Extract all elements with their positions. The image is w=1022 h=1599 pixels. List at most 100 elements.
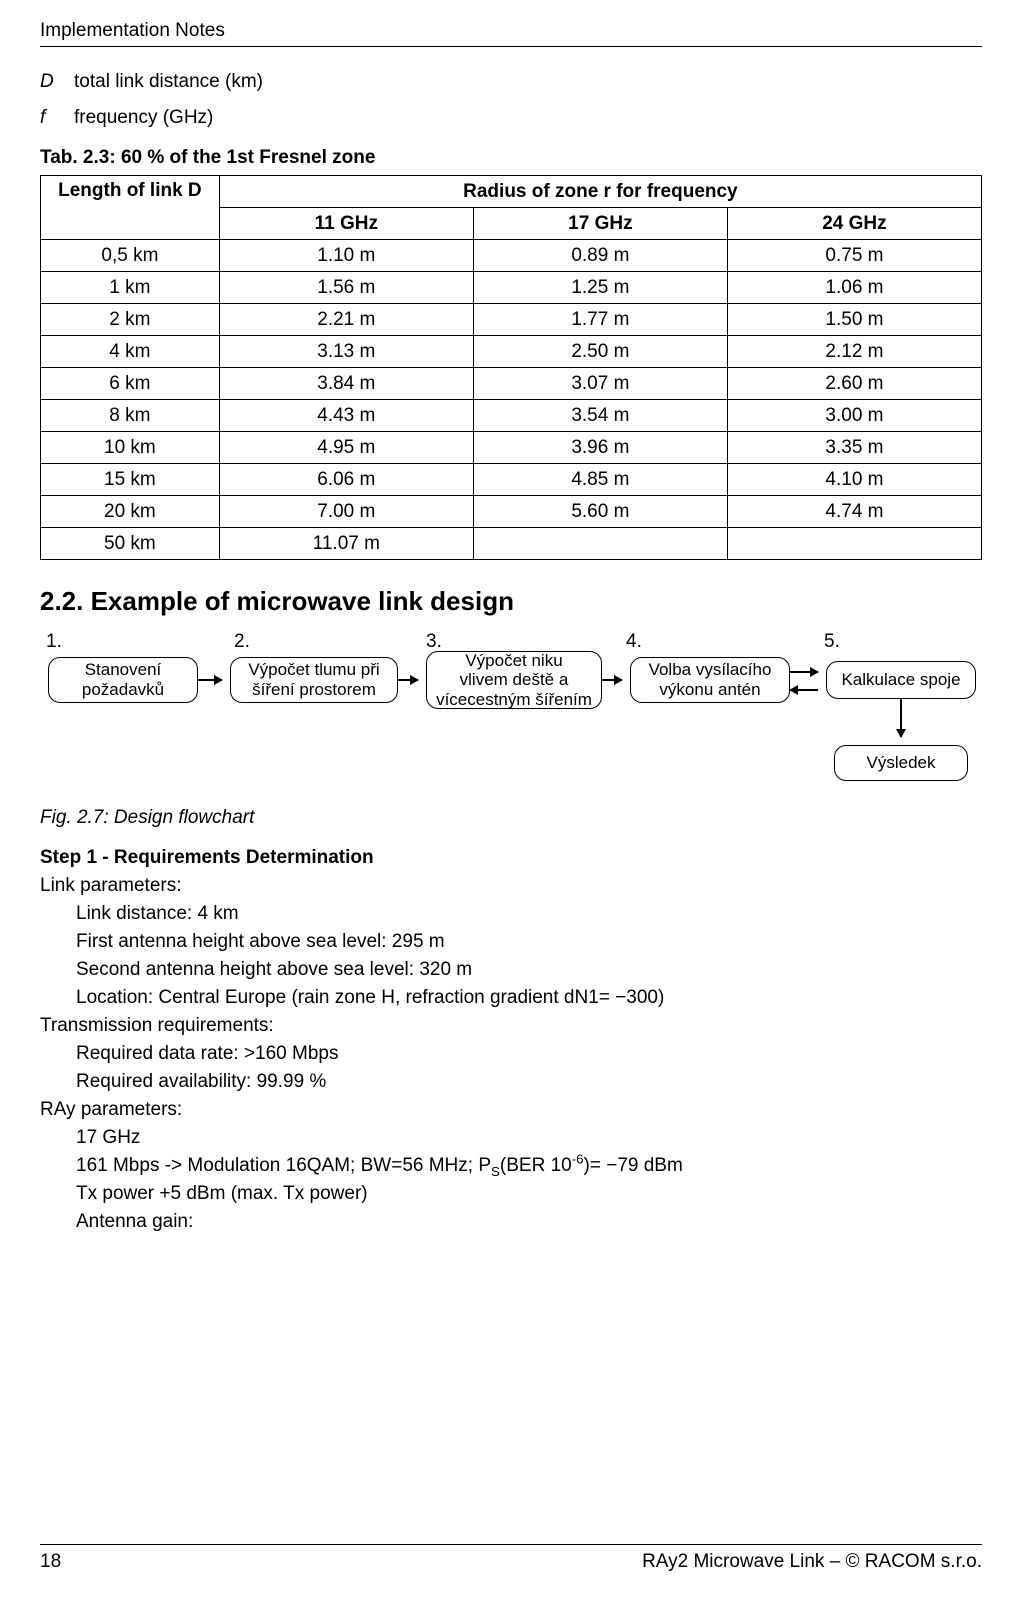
table-cell-value: 3.54 m bbox=[473, 400, 727, 432]
table-header-radius: Radius of zone r for frequency bbox=[219, 176, 981, 208]
table-caption: Tab. 2.3: 60 % of the 1st Fresnel zone bbox=[40, 147, 982, 169]
link-param-item: Location: Central Europe (rain zone H, r… bbox=[40, 987, 982, 1009]
table-cell-value: 2.60 m bbox=[727, 368, 981, 400]
table-cell-distance: 15 km bbox=[41, 464, 220, 496]
flowchart-node: Stanovenípožadavků bbox=[48, 657, 198, 703]
table-cell-value: 0.89 m bbox=[473, 240, 727, 272]
table-row: 10 km4.95 m3.96 m3.35 m bbox=[41, 432, 982, 464]
table-cell-value: 1.77 m bbox=[473, 304, 727, 336]
ray-param-item: Tx power +5 dBm (max. Tx power) bbox=[40, 1183, 982, 1205]
table-cell-distance: 10 km bbox=[41, 432, 220, 464]
tx-req-item: Required availability: 99.99 % bbox=[40, 1071, 982, 1093]
step-heading: Step 1 - Requirements Determination bbox=[40, 847, 982, 869]
link-param-item: First antenna height above sea level: 29… bbox=[40, 931, 982, 953]
tx-req-label: Transmission requirements: bbox=[40, 1015, 982, 1037]
table-cell-value: 3.96 m bbox=[473, 432, 727, 464]
flowchart: 1. 2. 3. 4. 5. Stanovenípožadavků Výpočet tlum… bbox=[34, 631, 994, 801]
definition-symbol: D bbox=[40, 71, 74, 93]
table-cell-value: 3.35 m bbox=[727, 432, 981, 464]
ray-param-item: 17 GHz bbox=[40, 1127, 982, 1149]
link-params-label: Link parameters: bbox=[40, 875, 982, 897]
table-cell-distance: 4 km bbox=[41, 336, 220, 368]
page-number: 18 bbox=[40, 1551, 61, 1573]
table-row: 50 km11.07 m bbox=[41, 528, 982, 560]
table-row: 20 km7.00 m5.60 m4.74 m bbox=[41, 496, 982, 528]
table-cell-distance: 6 km bbox=[41, 368, 220, 400]
tx-req-item: Required data rate: >160 Mbps bbox=[40, 1043, 982, 1065]
flowchart-arrow bbox=[398, 679, 418, 681]
table-row: 6 km3.84 m3.07 m2.60 m bbox=[41, 368, 982, 400]
flowchart-node: Kalkulace spoje bbox=[826, 661, 976, 699]
flowchart-step-number: 3. bbox=[426, 631, 442, 653]
table-row: 4 km3.13 m2.50 m2.12 m bbox=[41, 336, 982, 368]
table-row: 2 km2.21 m1.77 m1.50 m bbox=[41, 304, 982, 336]
flowchart-arrow bbox=[790, 689, 818, 691]
definition-text: total link distance (km) bbox=[74, 71, 263, 93]
definition-text: frequency (GHz) bbox=[74, 107, 213, 129]
table-cell-value: 11.07 m bbox=[219, 528, 473, 560]
table-cell-value: 2.50 m bbox=[473, 336, 727, 368]
table-cell-value: 4.10 m bbox=[727, 464, 981, 496]
table-cell-value: 6.06 m bbox=[219, 464, 473, 496]
table-cell-value: 5.60 m bbox=[473, 496, 727, 528]
definition-symbol: f bbox=[40, 107, 74, 129]
running-header: Implementation Notes bbox=[40, 20, 982, 47]
page-footer: 18 RAy2 Microwave Link – © RACOM s.r.o. bbox=[40, 1544, 982, 1573]
table-cell-value: 3.00 m bbox=[727, 400, 981, 432]
flowchart-step-number: 5. bbox=[824, 631, 840, 653]
section-heading: 2.2. Example of microwave link design bbox=[40, 586, 982, 617]
flowchart-arrow bbox=[900, 699, 902, 737]
table-cell-value: 0.75 m bbox=[727, 240, 981, 272]
link-param-item: Link distance: 4 km bbox=[40, 903, 982, 925]
flowchart-step-number: 4. bbox=[626, 631, 642, 653]
table-cell-value: 1.56 m bbox=[219, 272, 473, 304]
table-cell-value: 1.06 m bbox=[727, 272, 981, 304]
flowchart-step-number: 2. bbox=[234, 631, 250, 653]
flowchart-arrow bbox=[198, 679, 222, 681]
table-row: 15 km6.06 m4.85 m4.10 m bbox=[41, 464, 982, 496]
table-cell-value: 7.00 m bbox=[219, 496, 473, 528]
table-cell-distance: 20 km bbox=[41, 496, 220, 528]
table-header-freq: 11 GHz bbox=[219, 208, 473, 240]
figure-caption: Fig. 2.7: Design flowchart bbox=[40, 807, 982, 829]
table-cell-value: 2.12 m bbox=[727, 336, 981, 368]
table-cell-distance: 50 km bbox=[41, 528, 220, 560]
table-cell-distance: 2 km bbox=[41, 304, 220, 336]
table-cell-value bbox=[473, 528, 727, 560]
table-cell-value bbox=[727, 528, 981, 560]
flowchart-node: Výsledek bbox=[834, 745, 968, 781]
table-cell-value: 4.95 m bbox=[219, 432, 473, 464]
flowchart-arrow bbox=[790, 671, 818, 673]
table-cell-value: 3.84 m bbox=[219, 368, 473, 400]
table-row: 1 km1.56 m1.25 m1.06 m bbox=[41, 272, 982, 304]
flowchart-node: Volba vysílacíhovýkonu antén bbox=[630, 657, 790, 703]
table-cell-value: 3.13 m bbox=[219, 336, 473, 368]
ray-mod-sup: -6 bbox=[572, 1152, 584, 1167]
ray-param-item: Antenna gain: bbox=[40, 1211, 982, 1233]
table-header-freq: 17 GHz bbox=[473, 208, 727, 240]
flowchart-step-number: 1. bbox=[46, 631, 62, 653]
table-cell-value: 1.10 m bbox=[219, 240, 473, 272]
ray-param-item: 161 Mbps -> Modulation 16QAM; BW=56 MHz;… bbox=[40, 1155, 982, 1177]
table-row: 0,5 km1.10 m0.89 m0.75 m bbox=[41, 240, 982, 272]
table-cell-value: 4.85 m bbox=[473, 464, 727, 496]
ray-mod-post: )= −79 dBm bbox=[584, 1155, 683, 1176]
table-row: 8 km4.43 m3.54 m3.00 m bbox=[41, 400, 982, 432]
ray-mod-pre: 161 Mbps -> Modulation 16QAM; BW=56 MHz;… bbox=[76, 1155, 491, 1176]
table-cell-value: 2.21 m bbox=[219, 304, 473, 336]
table-cell-distance: 0,5 km bbox=[41, 240, 220, 272]
table-cell-distance: 8 km bbox=[41, 400, 220, 432]
table-cell-value: 4.74 m bbox=[727, 496, 981, 528]
flowchart-node: Výpočet tlumu přišíření prostorem bbox=[230, 657, 398, 703]
table-cell-distance: 1 km bbox=[41, 272, 220, 304]
flowchart-arrow bbox=[602, 679, 622, 681]
definition-row: D total link distance (km) bbox=[40, 71, 982, 93]
table-cell-value: 1.25 m bbox=[473, 272, 727, 304]
ray-params-label: RAy parameters: bbox=[40, 1099, 982, 1121]
ray-mod-mid: (BER 10 bbox=[500, 1155, 572, 1176]
table-header-freq: 24 GHz bbox=[727, 208, 981, 240]
flowchart-node: Výpočet nikuvlivem deště avícecestným ší… bbox=[426, 651, 602, 709]
footer-right: RAy2 Microwave Link – © RACOM s.r.o. bbox=[642, 1551, 982, 1573]
definition-row: f frequency (GHz) bbox=[40, 107, 982, 129]
table-header-length: Length of link D bbox=[41, 176, 220, 240]
